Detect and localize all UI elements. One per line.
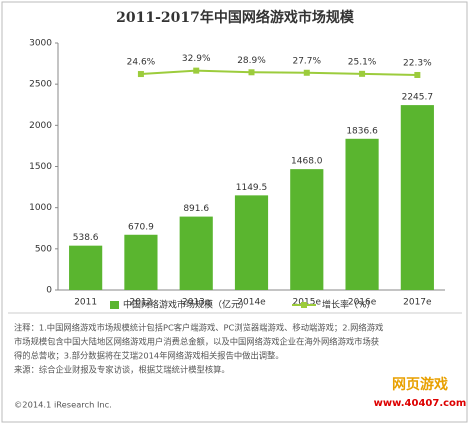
- bar: [400, 105, 434, 290]
- note: 来源：综合企业财报及专家访谈，根据艾瑞统计模型核算。: [14, 365, 230, 375]
- legend-label: 增长率（%）: [322, 299, 376, 311]
- bar: [234, 195, 269, 290]
- marker: [248, 69, 255, 76]
- bar: [345, 138, 379, 290]
- data-label: 1468.0: [291, 157, 323, 167]
- data-label: 2245.7: [402, 93, 434, 103]
- y-tick-label: 500: [35, 244, 52, 254]
- note: 得的总营收；3.部分数据将在艾瑞2014年网络游戏相关报告中做出调整。: [14, 351, 284, 361]
- x-tick-label: 2016e: [348, 298, 377, 308]
- x-tick-label: 2015e: [293, 298, 322, 308]
- data-label: 538.6: [73, 233, 99, 243]
- legend-label: 中国网络游戏市场规模（亿元）: [123, 299, 249, 311]
- x-tick-label: 2017e: [403, 298, 432, 308]
- marker: [303, 69, 310, 76]
- data-label: 32.9%: [182, 54, 211, 64]
- y-tick-label: 3000: [29, 39, 52, 49]
- data-label: 28.9%: [237, 56, 266, 66]
- legend-swatch: [110, 301, 119, 309]
- data-label: 22.3%: [403, 58, 432, 68]
- y-tick-label: 2500: [29, 80, 52, 90]
- watermark: www.40407.com: [374, 398, 467, 409]
- marker: [359, 70, 366, 77]
- y-tick-label: 2000: [29, 121, 52, 131]
- data-label: 27.7%: [292, 56, 321, 66]
- x-tick-label: 2013e: [182, 298, 211, 308]
- marker: [137, 71, 144, 78]
- bar: [179, 216, 213, 290]
- data-label: 24.6%: [127, 58, 156, 68]
- legend-swatch: [301, 302, 307, 308]
- y-tick-label: 0: [46, 286, 52, 296]
- x-tick-label: 2012: [129, 298, 152, 308]
- data-label: 670.9: [128, 222, 154, 232]
- data-label: 891.6: [183, 204, 209, 214]
- marker: [414, 71, 421, 78]
- marker: [193, 67, 200, 74]
- note: 注释：1.中国网络游戏市场规模统计包括PC客户端游戏、PC浏览器端游戏、移动端游…: [14, 323, 383, 333]
- copyright: ©2014.1 iResearch Inc.: [14, 400, 112, 410]
- line: [140, 69, 418, 76]
- watermark: 网页游戏: [392, 376, 448, 393]
- x-tick-label: 2011: [74, 298, 97, 308]
- bar: [69, 245, 103, 290]
- chart-title: 2011-2017年中国网络游戏市场规模: [116, 9, 355, 26]
- data-label: 1149.5: [236, 183, 268, 193]
- note: 市场规模包含中国大陆地区网络游戏用户消费总金额，以及中国网络游戏企业在海外网络游…: [14, 337, 379, 347]
- bar: [124, 234, 158, 290]
- bar: [290, 169, 324, 290]
- data-label: 25.1%: [348, 57, 377, 67]
- data-label: 1836.6: [346, 126, 378, 136]
- x-tick-label: 2014e: [237, 298, 266, 308]
- y-tick-label: 1000: [29, 203, 52, 213]
- y-tick-label: 1500: [29, 162, 52, 172]
